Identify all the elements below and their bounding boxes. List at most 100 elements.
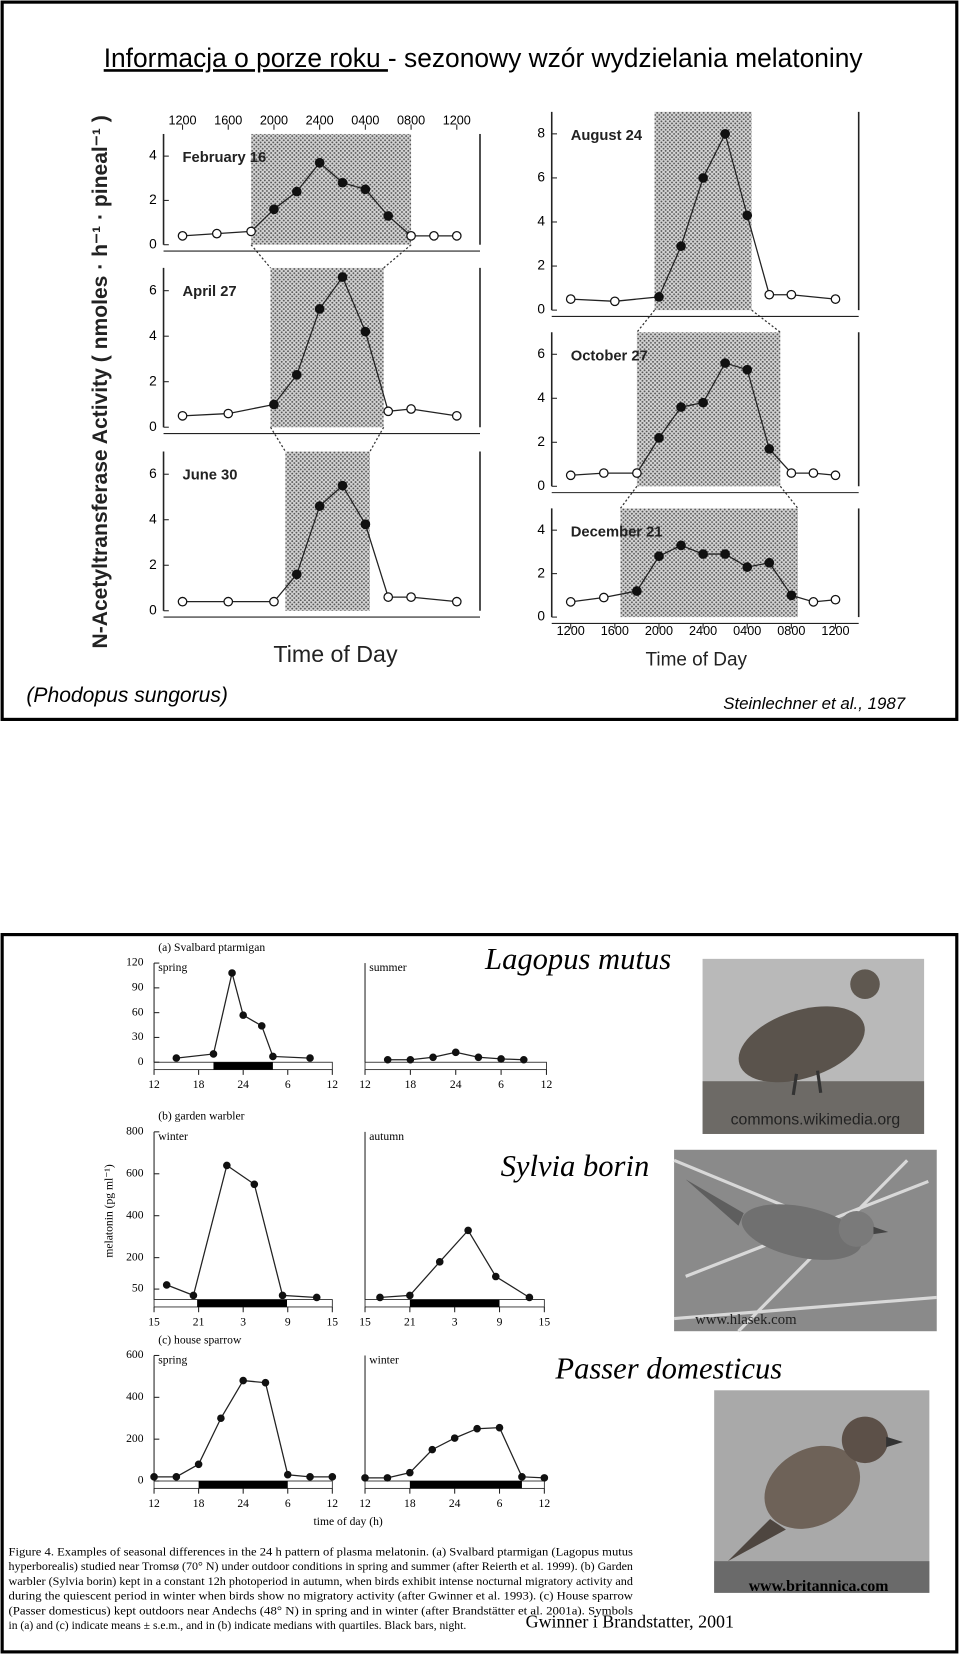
data-point — [337, 480, 348, 491]
data-point — [654, 433, 664, 443]
night-bar — [197, 1299, 288, 1307]
y-tick-label: 4 — [537, 522, 545, 537]
y-tick-label: 6 — [537, 170, 545, 185]
chart-panel: winter 50 200 400 600 800 15 21 3 9 15 — [126, 1125, 338, 1329]
data-point — [406, 404, 416, 414]
x-tick-label: 6 — [497, 1497, 503, 1510]
y-tick-label: 800 — [126, 1125, 144, 1138]
connector — [369, 426, 385, 452]
data-point — [283, 1470, 292, 1479]
data-point — [451, 1048, 460, 1057]
data-point — [361, 1474, 369, 1482]
species-name: Sylvia borin — [501, 1149, 650, 1183]
x-tick-label: 15 — [359, 1315, 371, 1328]
data-point — [518, 1473, 526, 1481]
data-point — [177, 410, 188, 421]
y-tick-label: 60 — [132, 1005, 144, 1018]
title-rest: - sezonowy wzór wydzielania melatoniny — [388, 43, 863, 73]
data-point — [632, 586, 642, 596]
night-shading — [251, 133, 412, 245]
data-point — [565, 597, 576, 607]
panel-group-label: (a) Svalbard ptarmigan — [158, 941, 265, 954]
x-tick-label: 1200 — [821, 624, 849, 638]
chart-panel: August 24 0 2 4 6 8 — [537, 111, 860, 317]
data-point — [565, 470, 576, 481]
y-tick-label: 4 — [149, 328, 157, 343]
x-tick-label: 18 — [193, 1078, 205, 1091]
data-point — [830, 594, 841, 605]
panel-title: winter — [158, 1130, 188, 1143]
chart-panel: summer 12 18 24 6 12 — [359, 961, 552, 1091]
x-tick-label: 1200 — [443, 114, 471, 128]
data-point — [519, 1055, 528, 1064]
species-name: (Phodopus sungorus) — [26, 684, 228, 707]
photo-credit: commons.wikimedia.org — [731, 1111, 901, 1128]
data-point — [720, 128, 731, 139]
data-point — [406, 1055, 415, 1064]
night-shading — [654, 111, 752, 311]
x-tick-label: 21 — [404, 1315, 416, 1328]
connector — [779, 485, 799, 509]
data-point — [314, 304, 325, 314]
chart-panel: April 27 0 2 4 6 — [149, 267, 481, 435]
data-point — [211, 228, 222, 239]
data-point — [383, 1055, 392, 1064]
data-point — [676, 402, 686, 412]
y-tick-label: 400 — [126, 1390, 144, 1403]
source-credit: Gwinner i Brandstatter, 2001 — [526, 1612, 734, 1632]
data-point — [337, 272, 348, 282]
data-point — [261, 1378, 270, 1387]
panel-title: February 16 — [183, 150, 267, 166]
panel-group-label: (c) house sparrow — [158, 1333, 242, 1346]
panel-title: spring — [158, 1353, 187, 1366]
chart-panel: winter 12 18 24 6 12 — [359, 1353, 550, 1509]
data-point — [337, 177, 348, 188]
data-point — [360, 184, 371, 195]
data-point — [223, 596, 234, 607]
data-point — [383, 1474, 392, 1482]
data-point — [654, 292, 664, 302]
data-point — [540, 1474, 549, 1482]
data-point — [698, 397, 708, 408]
panel-title: December 21 — [571, 525, 663, 541]
x-tick-label: 0800 — [777, 624, 805, 638]
data-point — [383, 406, 394, 417]
data-point — [720, 358, 731, 368]
y-tick-label: 6 — [149, 282, 157, 297]
x-tick-label: 2000 — [645, 624, 673, 638]
y-tick-label: 0 — [138, 1055, 144, 1068]
data-point — [451, 596, 462, 607]
y-tick-label: 0 — [537, 609, 545, 624]
x-tick-label: 15 — [148, 1315, 160, 1328]
y-tick-label: 2 — [537, 434, 545, 449]
data-point — [194, 1460, 203, 1469]
y-tick-label: 50 — [132, 1282, 144, 1295]
data-point — [830, 470, 841, 481]
y-axis-label: melatonin (pg ml⁻¹) — [102, 1164, 115, 1257]
x-tick-label: 0800 — [397, 114, 425, 128]
data-point — [383, 592, 394, 602]
x-tick-label: 0400 — [733, 624, 761, 638]
y-tick-label: 2 — [537, 565, 545, 580]
x-tick-label: 12 — [539, 1497, 551, 1510]
chart-panel: spring 0 30 60 90 120 12 18 24 6 12 — [126, 956, 338, 1091]
photo — [673, 1149, 937, 1333]
data-point — [742, 210, 753, 221]
data-point — [162, 1281, 171, 1289]
data-point — [250, 1180, 259, 1189]
y-tick-label: 0 — [138, 1474, 144, 1487]
data-line — [379, 1229, 530, 1299]
y-tick-label: 600 — [126, 1348, 144, 1361]
data-point — [428, 1445, 437, 1454]
x-tick-label: 12 — [541, 1078, 553, 1091]
x-tick-label: 12 — [327, 1497, 339, 1510]
figure-caption: warbler (Sylvia borin) kept in a constan… — [8, 1575, 633, 1588]
species-name: Lagopus mutus — [484, 942, 671, 976]
data-point — [291, 569, 302, 580]
data-point — [376, 1293, 384, 1302]
day-night-bar — [364, 1061, 547, 1071]
y-tick-label: 0 — [537, 302, 545, 317]
data-point — [269, 596, 279, 607]
data-point — [473, 1424, 481, 1433]
data-point — [720, 549, 731, 559]
